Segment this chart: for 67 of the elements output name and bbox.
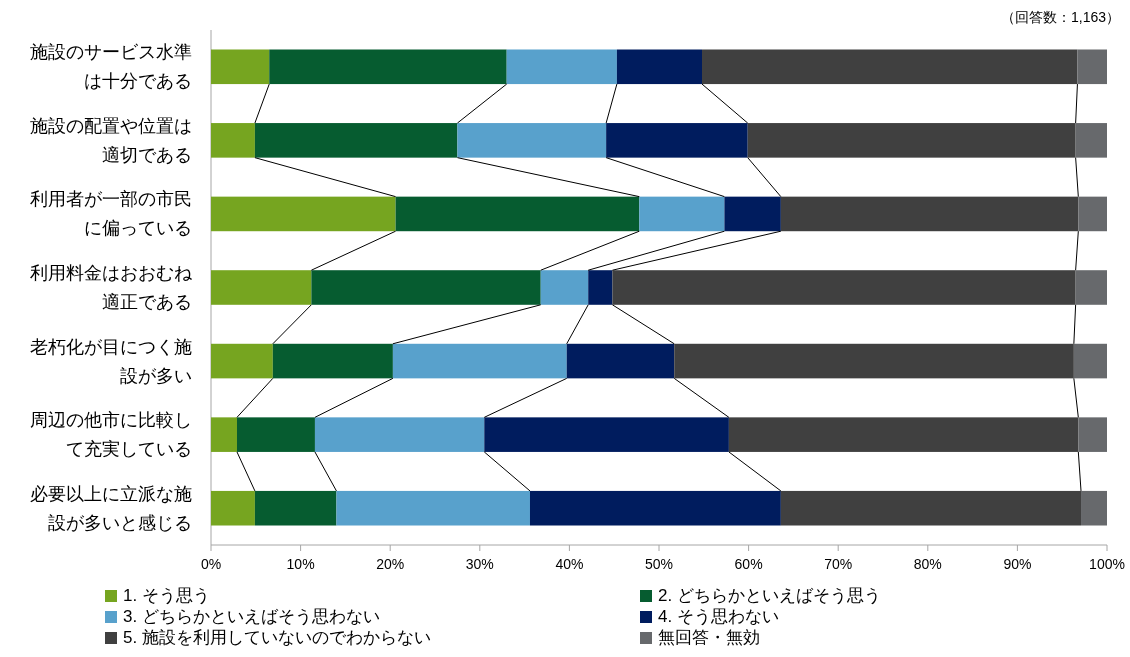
bar: [269, 49, 507, 85]
x-tick-label: 70%: [824, 556, 853, 572]
y-tick-label: 周辺の他市に比較して充実している: [30, 410, 192, 460]
bar: [392, 343, 567, 379]
bar: [612, 270, 1076, 305]
bar: [211, 417, 237, 452]
bar: [254, 123, 458, 158]
x-tick-label: 0%: [200, 556, 222, 572]
y-tick-label: 老朽化が目につく施設が多い: [30, 336, 192, 386]
y-tick-label: 施設のサービス水準は十分である: [30, 42, 192, 92]
bar: [606, 123, 748, 158]
x-tick-label: 80%: [913, 556, 942, 572]
bar: [211, 196, 396, 232]
x-tick-label: 20%: [376, 556, 405, 572]
bar: [457, 123, 607, 158]
bar: [506, 49, 617, 85]
y-tick-label: 必要以上に立派な施設が多いと感じる: [30, 483, 192, 533]
bar: [484, 417, 729, 452]
x-tick-label: 10%: [286, 556, 315, 572]
bar: [1075, 123, 1107, 158]
y-tick-label: 利用料金はおおむね適正である: [30, 263, 193, 312]
bar: [616, 49, 703, 85]
legend-label: 4. そう思わない: [658, 607, 779, 626]
x-tick-label: 30%: [465, 556, 494, 572]
x-tick-label: 40%: [555, 556, 584, 572]
bar: [311, 270, 541, 305]
bar: [780, 196, 1079, 232]
bar: [540, 270, 589, 305]
bar: [211, 123, 255, 158]
bar: [236, 417, 315, 452]
bar: [211, 343, 273, 379]
bar: [1081, 490, 1107, 526]
bar: [1078, 417, 1107, 452]
bar: [211, 490, 255, 526]
bar: [211, 270, 312, 305]
bar: [588, 270, 613, 305]
bar: [395, 196, 640, 232]
bar: [211, 49, 270, 85]
bar: [254, 490, 337, 526]
text: （回答数：1,163）: [1000, 9, 1120, 25]
bar: [724, 196, 781, 232]
legend-label: 1. そう思う: [123, 586, 210, 605]
bar: [702, 49, 1078, 85]
y-tick-label: 利用者が一部の市民に偏っている: [30, 189, 192, 239]
x-tick-label: 100%: [1089, 556, 1125, 572]
bar: [639, 196, 725, 232]
y-tick-label: 施設の配置や位置は適切である: [30, 115, 192, 165]
bar: [674, 343, 1074, 379]
bar: [1075, 270, 1107, 305]
bar: [1073, 343, 1107, 379]
legend-label: 無回答・無効: [658, 628, 760, 647]
bar: [566, 343, 675, 379]
bar: [272, 343, 393, 379]
x-tick-label: 90%: [1003, 556, 1032, 572]
x-tick-label: 50%: [644, 556, 674, 572]
bar: [728, 417, 1079, 452]
bar: [747, 123, 1076, 158]
bar: [1077, 49, 1107, 85]
legend-label: 2. どちらかといえばそう思う: [658, 586, 881, 605]
x-tick-label: 60%: [734, 556, 763, 572]
bar: [529, 490, 781, 526]
legend-label: 5. 施設を利用していないのでわからない: [123, 628, 431, 647]
legend-label: 3. どちらかといえばそう思わない: [123, 607, 380, 626]
bar: [780, 490, 1082, 526]
bar: [314, 417, 485, 452]
bar: [1078, 196, 1107, 232]
bar: [336, 490, 530, 526]
